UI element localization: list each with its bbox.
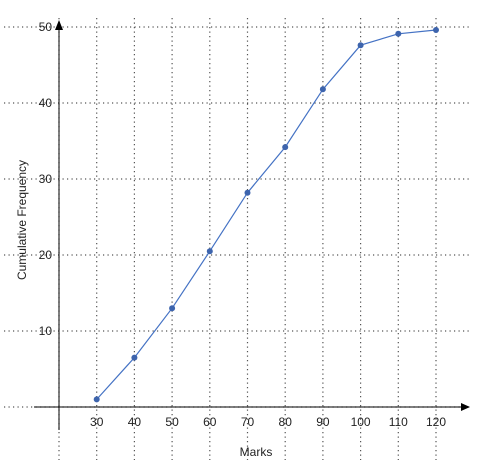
data-point	[433, 27, 439, 33]
x-tick-label: 90	[316, 415, 330, 429]
y-tick-label: 30	[39, 172, 53, 186]
x-tick-label: 120	[426, 415, 446, 429]
y-tick-label: 50	[39, 20, 53, 34]
x-tick-label: 60	[203, 415, 217, 429]
x-tick-label: 80	[279, 415, 293, 429]
x-tick-label: 30	[90, 415, 104, 429]
x-tick-label: 70	[241, 415, 255, 429]
data-point	[282, 144, 289, 151]
y-tick-label: 40	[39, 96, 53, 110]
data-point	[206, 248, 213, 255]
data-point	[244, 189, 251, 196]
grid-lines	[4, 18, 470, 460]
data-series	[93, 27, 439, 403]
x-tick-label: 110	[389, 415, 408, 429]
x-tick-label: 100	[351, 415, 371, 429]
y-tick-label: 20	[39, 248, 53, 262]
data-point	[131, 354, 138, 361]
data-point	[395, 30, 402, 37]
x-axis-arrow	[461, 403, 470, 411]
y-axis-arrow	[55, 20, 63, 30]
y-tick-label: 10	[39, 324, 53, 338]
x-tick-label: 40	[128, 415, 142, 429]
x-tick-labels: 30 40 50 60 70 80 90 100 110 120	[90, 415, 446, 429]
y-tick-labels: 10 20 30 40 50	[39, 20, 53, 338]
series-line	[96, 29, 437, 400]
axes	[34, 20, 470, 430]
data-point	[319, 86, 326, 93]
y-axis-title: Cumulative Frequency	[15, 160, 29, 280]
data-point	[93, 396, 100, 403]
data-point	[169, 305, 176, 312]
x-tick-label: 50	[165, 415, 179, 429]
x-axis-title: Marks	[240, 445, 273, 459]
data-point	[357, 42, 364, 49]
